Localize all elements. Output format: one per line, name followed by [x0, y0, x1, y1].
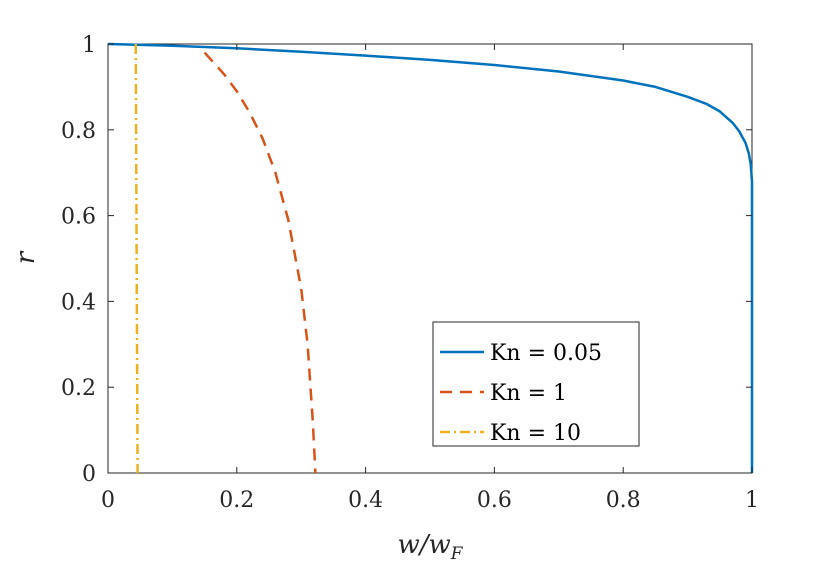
x-tick-label: 0.8 [606, 488, 641, 513]
series-line-1 [107, 42, 754, 473]
y-tick-label: 0.8 [61, 119, 96, 144]
y-tick-label: 0.4 [61, 290, 96, 315]
series-layer [107, 42, 754, 474]
y-tick-label: 0.2 [61, 376, 96, 401]
x-tick-label: 0.2 [219, 488, 254, 513]
x-axis-title: w/wF [397, 530, 463, 564]
y-tick-label: 0 [82, 462, 96, 487]
series-line-3 [134, 43, 139, 474]
x-tick-label: 1 [745, 488, 759, 513]
legend-label-2: Kn = 1 [490, 381, 567, 406]
y-tick-label: 1 [82, 33, 96, 58]
legend-box [432, 321, 640, 447]
y-tick-label: 0.6 [61, 205, 96, 230]
legend: Kn = 0.05 Kn = 1 Kn = 10 [432, 321, 640, 447]
series-line-2 [203, 51, 317, 474]
y-axis-title: r [11, 250, 41, 264]
plot-area [107, 43, 753, 474]
legend-label-1: Kn = 0.05 [490, 341, 602, 366]
legend-label-3: Kn = 10 [490, 421, 581, 446]
x-tick-label: 0.4 [348, 488, 383, 513]
tick-layer: 0 0.2 0.4 0.6 0.8 1 0 0.2 0.4 0.6 0.8 1 [61, 33, 759, 513]
x-tick-label: 0.6 [477, 488, 512, 513]
x-tick-label: 0 [101, 488, 115, 513]
